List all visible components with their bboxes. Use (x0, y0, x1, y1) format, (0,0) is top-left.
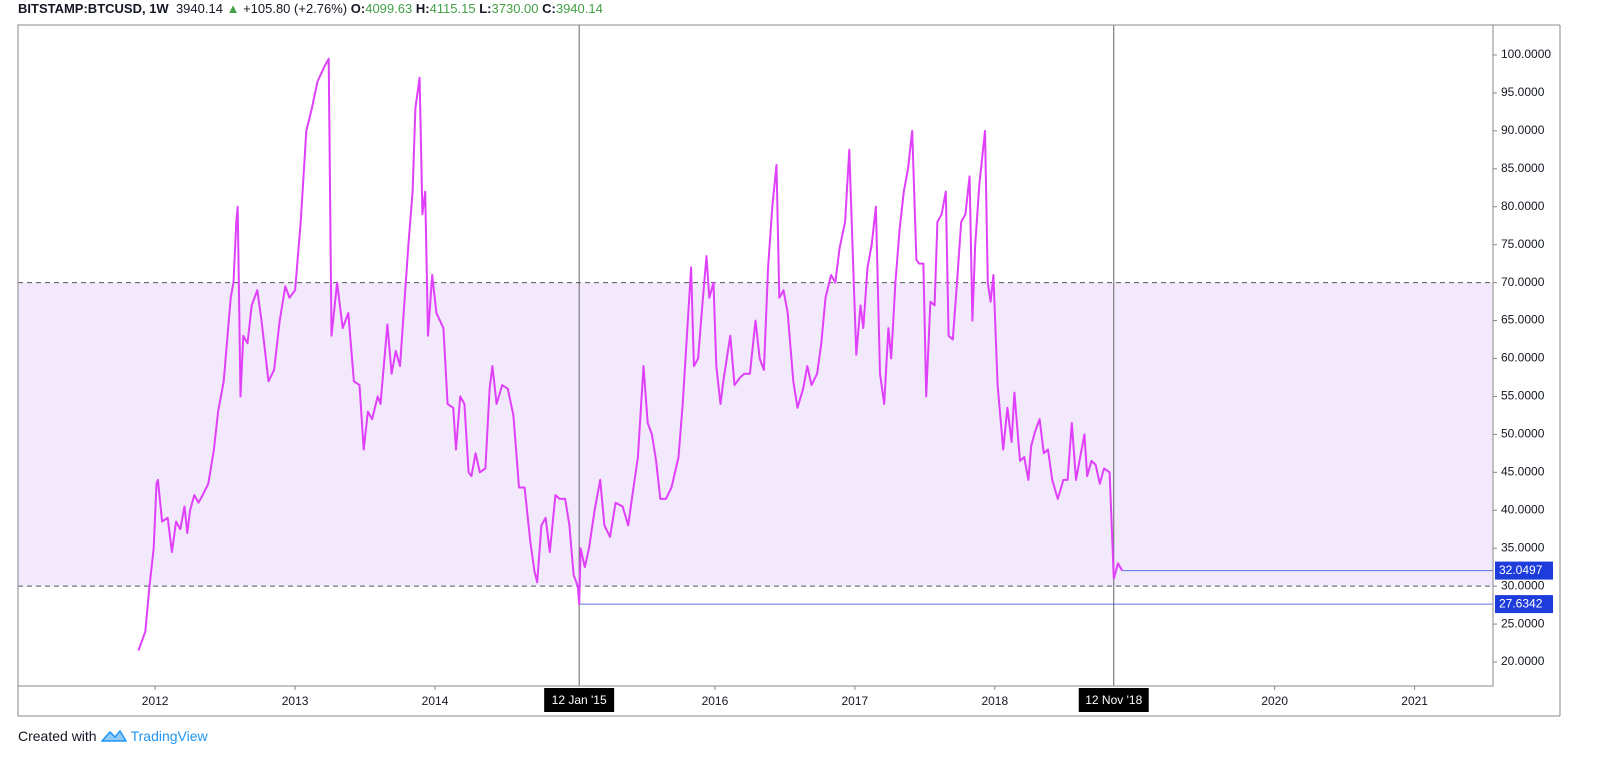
x-tick-label: 2013 (282, 694, 309, 708)
symbol: BITSTAMP:BTCUSD, 1W (18, 1, 169, 16)
open: 4099.63 (365, 1, 413, 16)
x-tick-label: 2016 (702, 694, 729, 708)
x-tick-label: 2017 (842, 694, 869, 708)
x-tick-label: 2014 (422, 694, 449, 708)
footer: Created with TradingView (18, 728, 208, 744)
y-tick-label: 30.0000 (1501, 578, 1545, 592)
y-tick-label: 65.0000 (1501, 313, 1545, 327)
x-tick-label: 2018 (981, 694, 1008, 708)
created-with: Created with (18, 728, 97, 744)
y-tick-label: 85.0000 (1501, 161, 1545, 175)
y-tick-label: 45.0000 (1501, 464, 1545, 478)
y-tick-label: 20.0000 (1501, 654, 1545, 668)
level-label-box (1495, 561, 1553, 580)
change: +105.80 (+2.76%) (243, 1, 348, 16)
y-tick-label: 75.0000 (1501, 237, 1545, 251)
close: 3940.14 (555, 1, 603, 16)
high-label: H: (415, 1, 430, 16)
y-tick-label: 80.0000 (1501, 199, 1545, 213)
header: BITSTAMP:BTCUSD, 1W 3940.14 ▲ +105.80 (+… (18, 0, 603, 18)
y-tick-label: 90.0000 (1501, 123, 1545, 137)
low: 3730.00 (491, 1, 539, 16)
y-tick-label: 40.0000 (1501, 502, 1545, 516)
logo (100, 729, 127, 742)
x-tick-label: 2021 (1401, 694, 1428, 708)
marker-label-box (544, 688, 615, 712)
y-tick-label: 95.0000 (1501, 85, 1545, 99)
y-tick-label: 100.0000 (1501, 47, 1551, 61)
marker-label-box (1078, 688, 1149, 712)
y-tick-label: 50.0000 (1501, 427, 1545, 441)
last-price: 3940.14 (175, 1, 223, 16)
up-arrow: ▲ (226, 1, 240, 16)
x-tick-label: 2012 (142, 694, 169, 708)
logo-shape (100, 729, 127, 742)
rsi-line (137, 57, 1124, 651)
close-label: C: (542, 1, 556, 16)
y-tick-label: 55.0000 (1501, 389, 1545, 403)
low-label: L: (479, 1, 492, 16)
marker-label: 12 Jan '15 (552, 693, 607, 707)
y-tick-label: 70.0000 (1501, 275, 1545, 289)
brand[interactable]: TradingView (130, 728, 208, 744)
y-tick-label: 60.0000 (1501, 351, 1545, 365)
high: 4115.15 (429, 1, 476, 16)
y-tick-label: 35.0000 (1501, 540, 1545, 554)
plot-frame (17, 24, 1494, 687)
y-tick-label: 25.0000 (1501, 616, 1545, 630)
level-label-box (1495, 595, 1553, 614)
level-label: 32.0497 (1499, 563, 1543, 577)
marker-label: 12 Nov '18 (1085, 693, 1142, 707)
x-tick-label: 2020 (1261, 694, 1288, 708)
level-label: 27.6342 (1499, 596, 1543, 610)
open-label: O: (350, 1, 366, 16)
